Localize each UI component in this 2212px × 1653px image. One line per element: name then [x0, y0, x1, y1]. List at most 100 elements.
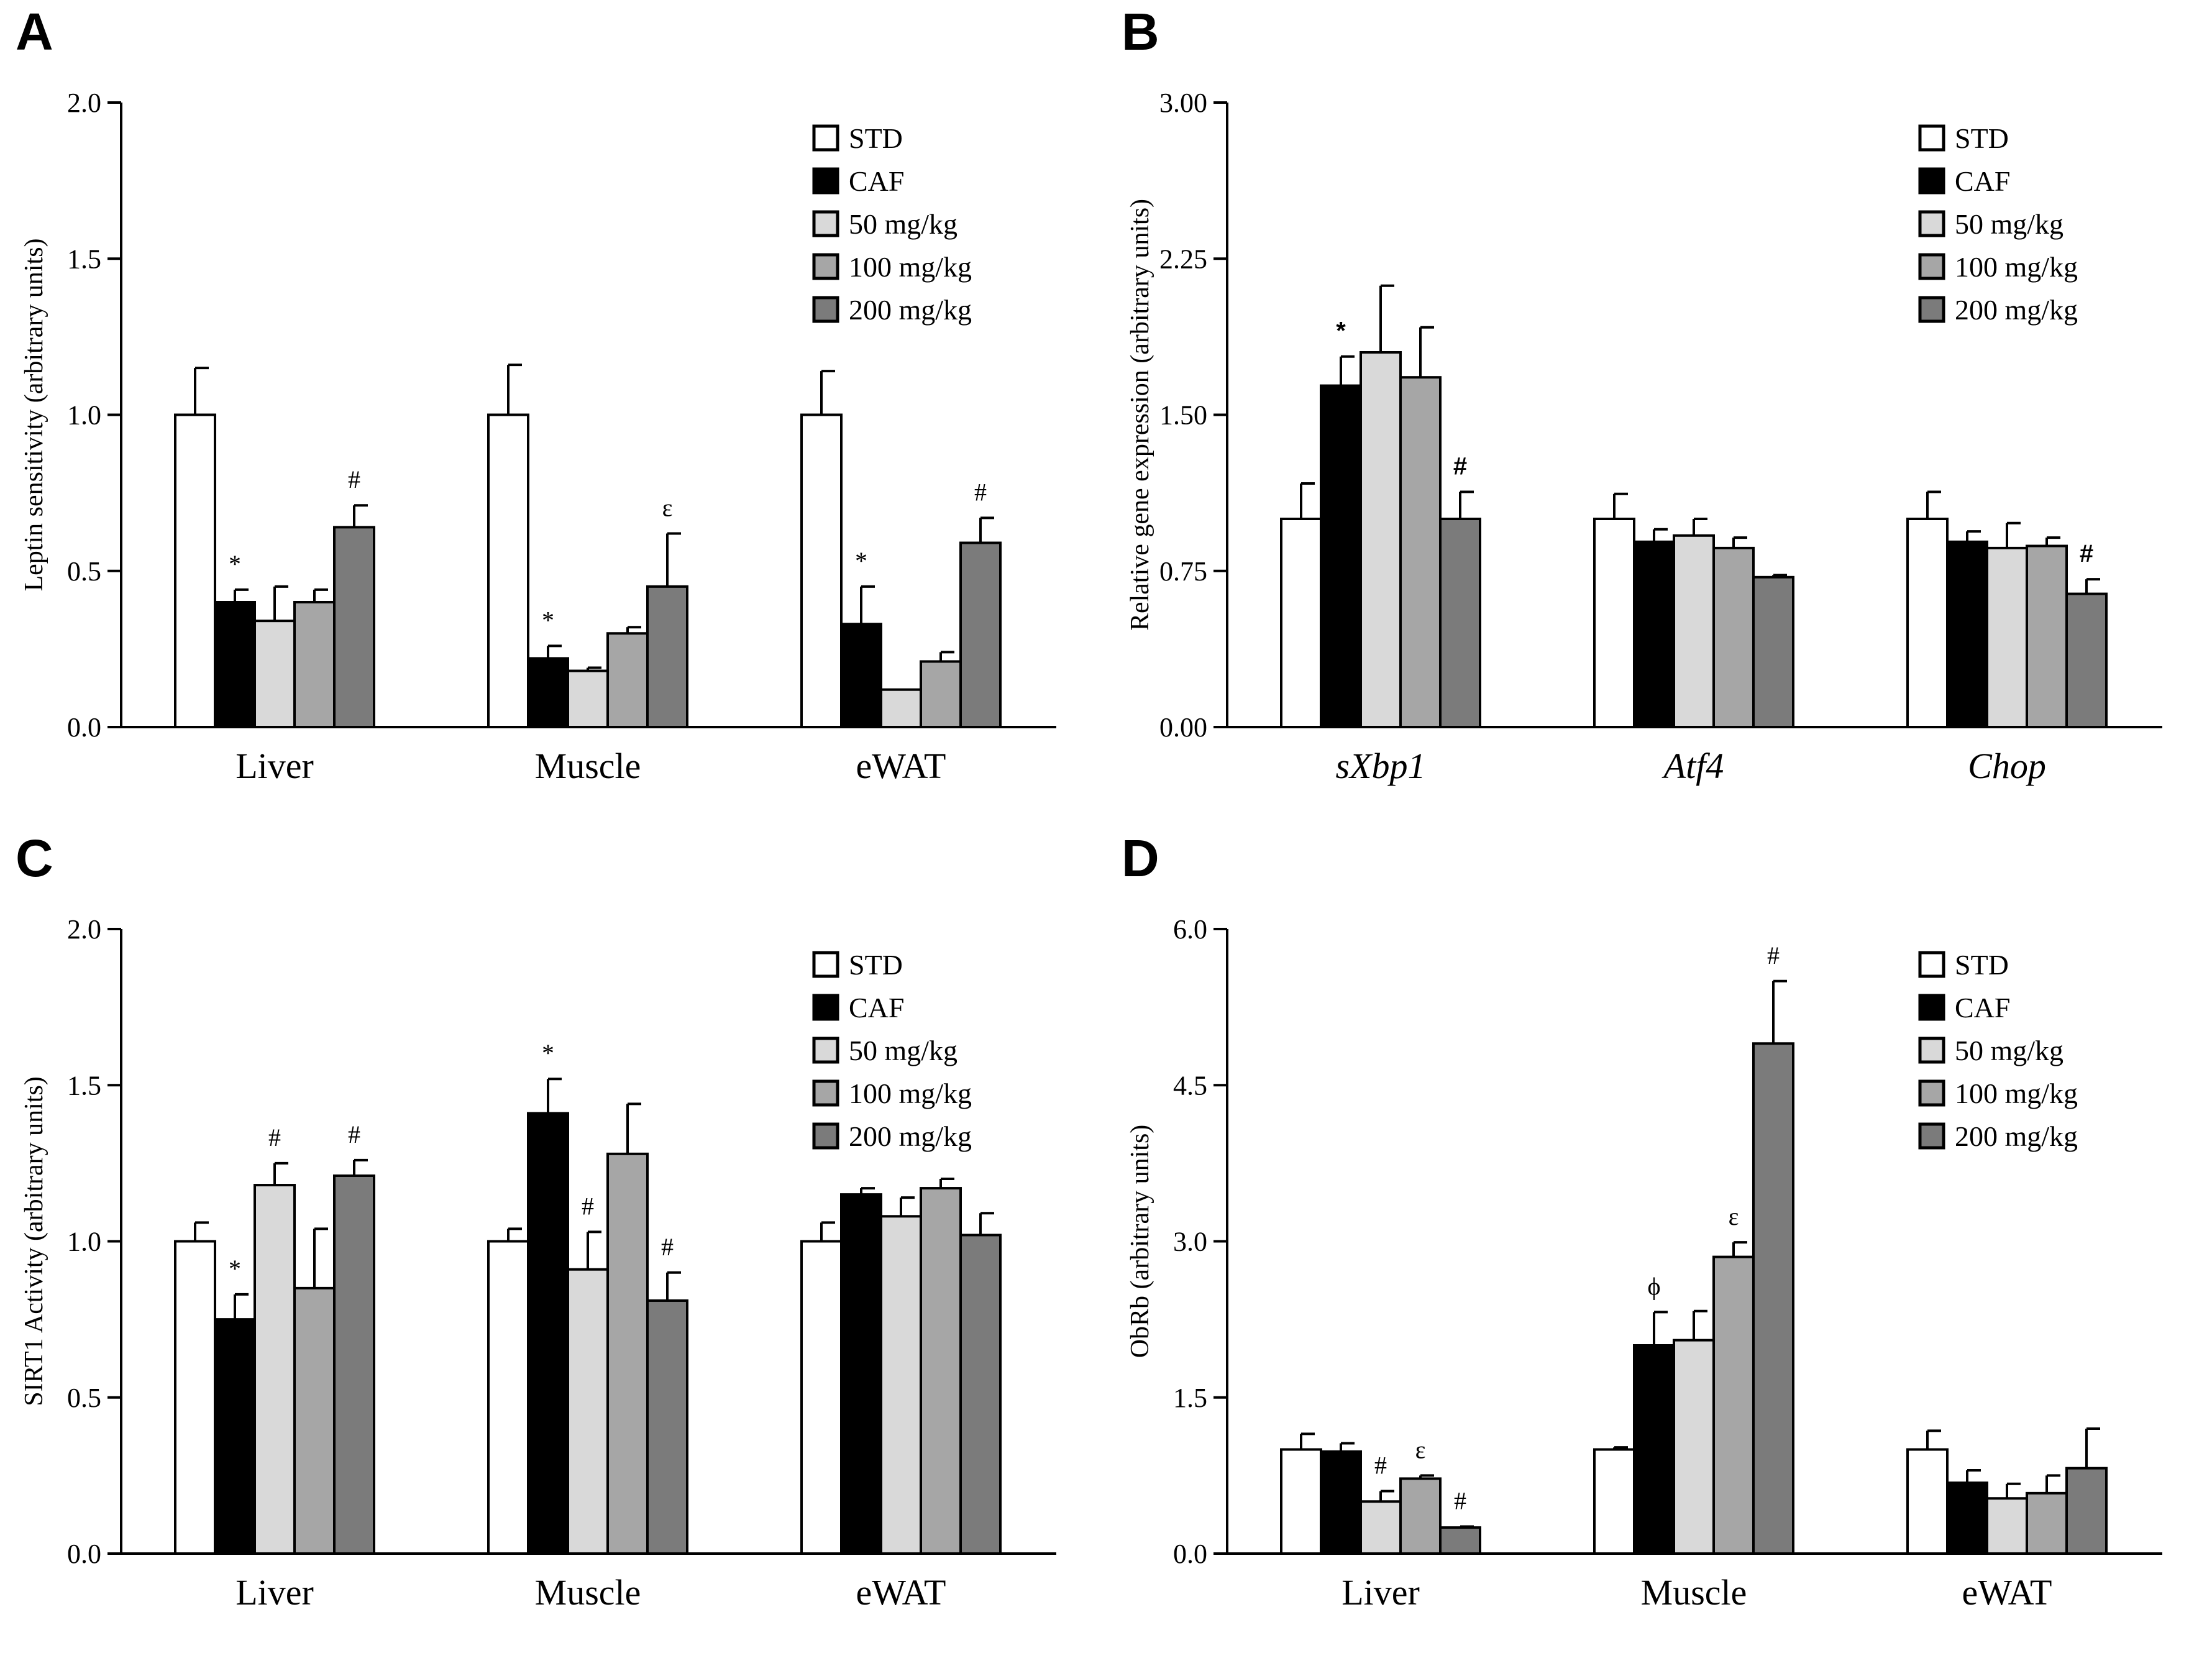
legend-swatch: [1918, 124, 1945, 152]
category-label: eWAT: [856, 746, 946, 786]
bar: [1946, 1481, 1988, 1555]
y-tick-label: 0.5: [67, 556, 101, 587]
chart-b: B 0.00 0.75 1.50 2.25 3.00 Relative gene expre…: [1122, 2, 2162, 786]
bar: [1946, 540, 1988, 728]
bar: [1280, 1448, 1322, 1555]
bar: [487, 413, 529, 728]
bar: [293, 1286, 336, 1555]
bar: [254, 1184, 296, 1555]
y-tick-label: 1.0: [67, 400, 101, 431]
bar: [646, 1299, 688, 1555]
y-tick-label: 0.0: [67, 1539, 101, 1569]
category-label: Muscle: [1641, 1572, 1747, 1613]
legend-label: 100 mg/kg: [849, 1078, 972, 1109]
bar: [254, 620, 296, 729]
y-axis-label: Leptin sensitivity (arbitrary units): [20, 238, 48, 591]
bar: [1633, 1344, 1675, 1555]
category-label: Muscle: [535, 1572, 641, 1613]
bar: [1360, 1500, 1402, 1555]
bar: [487, 1240, 529, 1555]
bar: [527, 1112, 569, 1555]
significance-mark: #: [974, 478, 987, 506]
significance-mark: #: [1454, 1486, 1466, 1514]
bar: [800, 1240, 843, 1555]
significance-mark: *: [229, 550, 241, 578]
legend-swatch: [1918, 1037, 1945, 1064]
y-axis-label: Relative gene expression (arbitrary unit…: [1126, 199, 1154, 631]
legend-label: 200 mg/kg: [1955, 294, 2078, 326]
significance-mark: ϕ: [1647, 1272, 1660, 1300]
panel-b: B 0.00 0.75 1.50 2.25 3.00 Relative gene expre…: [1106, 0, 2212, 826]
significance-mark: *: [855, 547, 867, 575]
legend-swatch: [1918, 210, 1945, 237]
category-label: Liver: [235, 1572, 314, 1613]
bar: [920, 1187, 962, 1555]
legend-swatch: [1918, 1079, 1945, 1107]
y-tick-label: 0.5: [67, 1383, 101, 1413]
significance-mark: ε: [1729, 1202, 1739, 1230]
bar: [606, 632, 649, 728]
y-tick-label: 3.0: [1173, 1227, 1207, 1257]
bar: [1593, 1448, 1635, 1555]
y-tick-label: 1.5: [1173, 1383, 1207, 1413]
bar: [1399, 1477, 1442, 1555]
bar: [1320, 1450, 1362, 1555]
bar: [880, 1215, 922, 1555]
bar: [333, 526, 375, 729]
category-label: Chop: [1968, 746, 2046, 786]
bar: [293, 601, 336, 728]
bar: [1673, 1339, 1715, 1555]
bar: [214, 601, 256, 728]
bar: [1986, 546, 2028, 729]
significance-mark: #: [348, 1120, 360, 1148]
bar: [1280, 518, 1322, 728]
legend-label: 50 mg/kg: [849, 1035, 957, 1066]
significance-mark: #: [582, 1192, 594, 1220]
y-tick-label: 2.0: [67, 914, 101, 945]
bar: [174, 413, 216, 728]
significance-mark: *: [229, 1255, 241, 1283]
bar: [1439, 1526, 1481, 1555]
bar: [567, 669, 609, 729]
y-tick-label: 1.0: [67, 1227, 101, 1257]
legend-label: STD: [849, 122, 903, 154]
category-label: Liver: [1341, 1572, 1420, 1613]
legend-swatch: [1918, 253, 1945, 280]
legend-swatch: [812, 1037, 839, 1064]
chart-d: D 0.0 1.5 3.0 4.5 6.0 ObRb (arbitrary units) ϕ #…: [1122, 829, 2162, 1613]
legend-swatch: [812, 210, 839, 237]
legend-swatch: [812, 951, 839, 978]
legend-label: STD: [1955, 122, 2009, 154]
panel-letter: A: [16, 2, 53, 61]
bar: [2026, 544, 2068, 728]
legend-label: CAF: [849, 165, 904, 197]
panel-letter: D: [1122, 829, 1159, 887]
y-tick-label: 3.00: [1159, 88, 1207, 118]
significance-mark: #: [1374, 1452, 1387, 1480]
legend-swatch: [812, 994, 839, 1021]
bar: [959, 541, 1002, 729]
category-label: sXbp1: [1336, 746, 1426, 786]
legend-label: STD: [849, 949, 903, 981]
legend-swatch: [812, 253, 839, 280]
significance-mark: #: [2080, 540, 2093, 567]
bar: [646, 585, 688, 728]
y-tick-label: 0.0: [1173, 1539, 1207, 1569]
legend-label: 200 mg/kg: [1955, 1120, 2078, 1152]
y-axis-label: ObRb (arbitrary units): [1126, 1125, 1154, 1358]
panel-c: C 0.0 0.5 1.0 1.5 2.0 SIRT1 Activity (arbitrar…: [0, 826, 1106, 1653]
bar: [174, 1240, 216, 1555]
y-tick-label: 4.5: [1173, 1070, 1207, 1101]
category-label: Muscle: [535, 746, 641, 786]
legend-swatch: [812, 1122, 839, 1150]
significance-mark: *: [1336, 318, 1346, 345]
chart-a: A 0.0 0.5 1.0 1.5 2.0 Leptin sensitivity (arbi…: [16, 2, 1056, 786]
legend-label: 200 mg/kg: [849, 294, 972, 326]
significance-mark: *: [542, 1039, 554, 1067]
bar: [214, 1318, 256, 1555]
y-tick-label: 0.00: [1159, 712, 1207, 743]
legend-swatch: [812, 1079, 839, 1107]
significance-mark: ε: [1415, 1436, 1426, 1463]
bar: [2026, 1491, 2068, 1555]
legend-label: 50 mg/kg: [1955, 208, 2063, 240]
